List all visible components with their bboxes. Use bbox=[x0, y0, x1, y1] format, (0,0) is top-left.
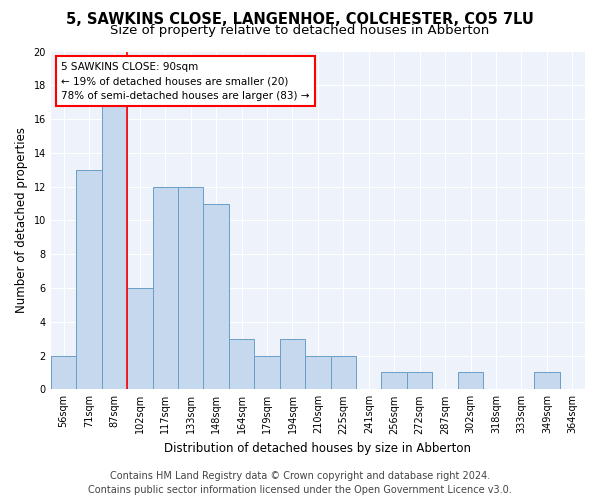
Bar bbox=[534, 372, 560, 390]
X-axis label: Distribution of detached houses by size in Abberton: Distribution of detached houses by size … bbox=[164, 442, 472, 455]
Bar bbox=[382, 372, 407, 390]
Bar bbox=[101, 68, 127, 390]
Bar bbox=[458, 372, 483, 390]
Text: 5 SAWKINS CLOSE: 90sqm
← 19% of detached houses are smaller (20)
78% of semi-det: 5 SAWKINS CLOSE: 90sqm ← 19% of detached… bbox=[61, 62, 310, 101]
Bar bbox=[51, 356, 76, 390]
Bar bbox=[305, 356, 331, 390]
Bar bbox=[76, 170, 101, 390]
Bar bbox=[203, 204, 229, 390]
Text: Contains HM Land Registry data © Crown copyright and database right 2024.
Contai: Contains HM Land Registry data © Crown c… bbox=[88, 471, 512, 495]
Text: 5, SAWKINS CLOSE, LANGENHOE, COLCHESTER, CO5 7LU: 5, SAWKINS CLOSE, LANGENHOE, COLCHESTER,… bbox=[66, 12, 534, 28]
Bar bbox=[254, 356, 280, 390]
Bar bbox=[280, 338, 305, 390]
Bar bbox=[178, 186, 203, 390]
Bar bbox=[229, 338, 254, 390]
Bar bbox=[331, 356, 356, 390]
Bar bbox=[407, 372, 433, 390]
Bar bbox=[127, 288, 152, 390]
Bar bbox=[152, 186, 178, 390]
Y-axis label: Number of detached properties: Number of detached properties bbox=[15, 128, 28, 314]
Text: Size of property relative to detached houses in Abberton: Size of property relative to detached ho… bbox=[110, 24, 490, 37]
